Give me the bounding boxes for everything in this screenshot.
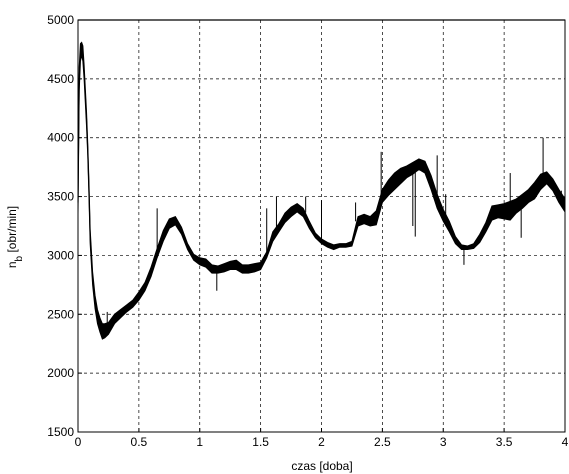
y-tick-label: 4000 [47,131,74,145]
x-tick-label: 1 [196,435,203,449]
x-tick-label: 3.5 [496,435,513,449]
tick-labels: 0 0.5 1 1.5 2 2.5 3 3.5 4 1500 2000 2500 3000 3500 400… [47,13,568,449]
x-tick-label: 0.5 [131,435,148,449]
grid-lines [78,20,565,432]
y-tick-label: 4500 [47,72,74,86]
speed-line [77,48,566,332]
x-tick-label: 1.5 [252,435,269,449]
y-axis-label-symbol: n [5,261,19,268]
x-tick-label: 3 [440,435,447,449]
y-axis-label: nb [obr/min] [5,206,25,268]
y-tick-label: 2500 [47,307,74,321]
y-axis-label-subscript: b [14,255,25,261]
y-tick-label: 2000 [47,366,74,380]
y-tick-label: 3000 [47,248,74,262]
x-axis-label: czas [doba] [291,459,352,473]
x-tick-label: 4 [562,435,569,449]
x-tick-label: 0 [75,435,82,449]
y-tick-label: 5000 [47,13,74,27]
y-tick-label: 1500 [47,425,74,439]
x-tick-label: 2 [318,435,325,449]
y-tick-label: 3500 [47,190,74,204]
y-axis-label-unit: [obr/min] [5,206,19,256]
x-tick-label: 2.5 [374,435,391,449]
